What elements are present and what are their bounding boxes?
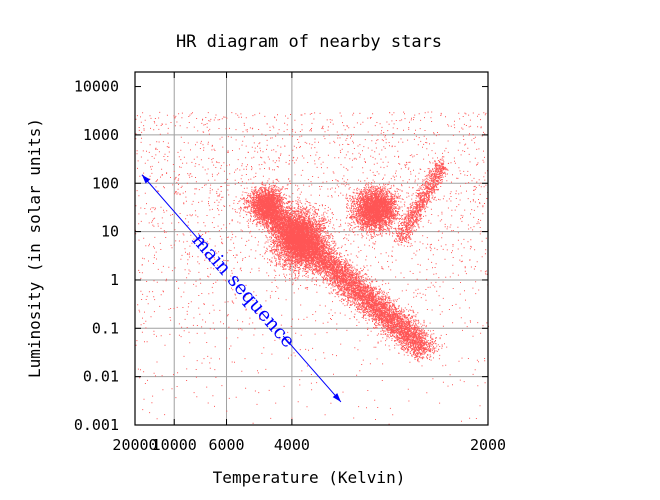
x-axis-label: Temperature (Kelvin): [213, 468, 406, 487]
scatter-points: [135, 111, 489, 425]
y-tick-label: 100: [92, 174, 119, 192]
arrow-line-upper: [141, 174, 204, 246]
arrow-head-upper: [141, 174, 151, 184]
x-tick-label: 10000: [152, 436, 197, 454]
y-tick-label: 0.01: [83, 368, 119, 386]
star-points: [135, 111, 489, 425]
x-tick-label: 4000: [274, 436, 310, 454]
plot-frame: [134, 71, 489, 426]
y-tick-label: 1: [110, 271, 119, 289]
y-axis-label: Luminosity (in solar units): [25, 118, 44, 378]
y-tick-label: 0.1: [92, 319, 119, 337]
y-tick-label: 10: [101, 223, 119, 241]
y-tick-label: 10000: [74, 78, 119, 96]
x-tick-label: 20000: [112, 436, 157, 454]
y-tick-label: 0.001: [74, 416, 119, 434]
x-tick-label: 6000: [208, 436, 244, 454]
x-tick-label: 2000: [470, 436, 506, 454]
arrow-head-lower: [332, 393, 341, 402]
chart-title: HR diagram of nearby stars: [176, 32, 442, 52]
y-tick-label: 1000: [83, 126, 119, 144]
arrow-line-lower: [282, 335, 342, 403]
